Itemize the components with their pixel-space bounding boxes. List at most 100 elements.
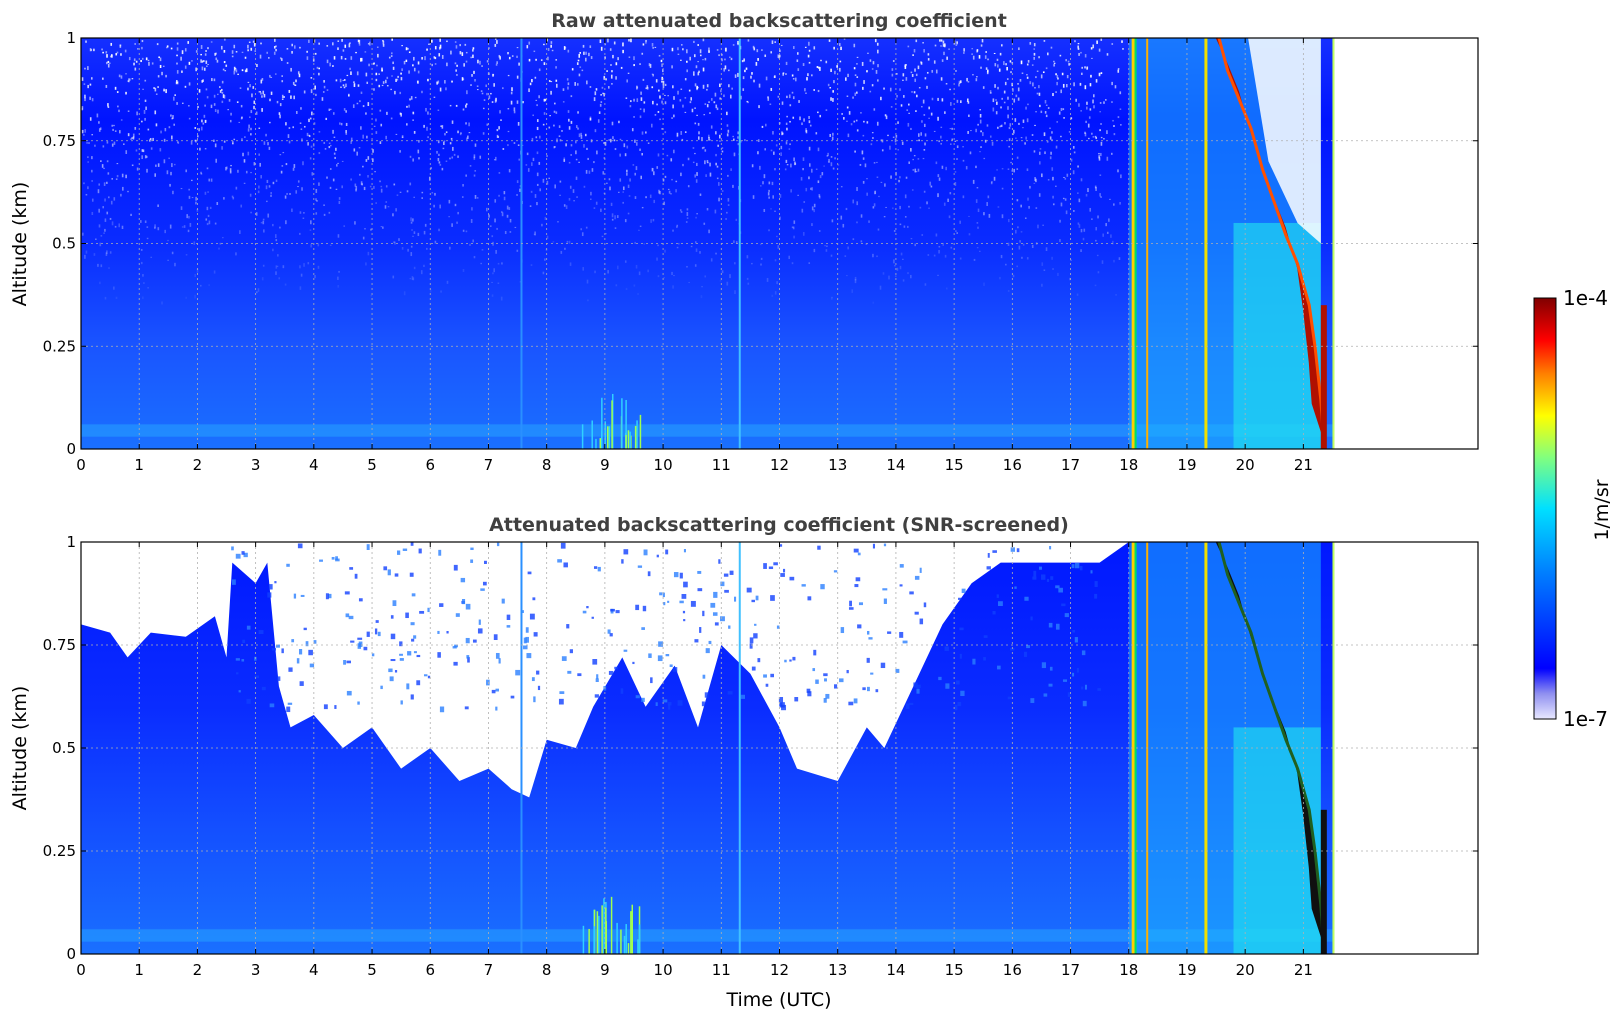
sparse-patch bbox=[679, 572, 683, 579]
sparse-patch bbox=[658, 641, 664, 647]
noise-speckle bbox=[270, 194, 272, 197]
noise-speckle bbox=[449, 157, 451, 160]
noise-speckle bbox=[955, 70, 957, 72]
noise-speckle bbox=[605, 78, 607, 81]
noise-speckle bbox=[1106, 156, 1109, 161]
noise-speckle bbox=[547, 56, 549, 61]
sparse-patch bbox=[608, 670, 614, 675]
noise-speckle bbox=[1000, 125, 1002, 128]
noise-speckle bbox=[220, 45, 223, 50]
noise-speckle bbox=[653, 199, 656, 204]
noise-speckle bbox=[737, 131, 739, 135]
noise-speckle bbox=[1095, 239, 1097, 242]
noise-speckle bbox=[1086, 66, 1089, 69]
noise-speckle bbox=[746, 255, 749, 259]
noise-speckle bbox=[1034, 177, 1036, 181]
noise-speckle bbox=[759, 185, 762, 187]
noise-speckle bbox=[235, 252, 237, 256]
noise-speckle bbox=[956, 99, 959, 103]
noise-speckle bbox=[257, 288, 260, 292]
sparse-patch bbox=[846, 669, 849, 674]
noise-speckle bbox=[381, 69, 383, 72]
sparse-patch bbox=[870, 672, 874, 675]
noise-speckle bbox=[652, 100, 654, 105]
sparse-patch bbox=[319, 559, 323, 562]
noise-speckle bbox=[866, 70, 868, 73]
noise-speckle bbox=[115, 178, 118, 180]
sparse-patch bbox=[880, 662, 886, 669]
raw-y-axis-label: Altitude (km) bbox=[9, 182, 31, 307]
noise-speckle bbox=[852, 96, 854, 99]
noise-speckle bbox=[1003, 61, 1005, 66]
noise-speckle bbox=[976, 187, 979, 189]
noise-speckle bbox=[779, 49, 781, 52]
noise-speckle bbox=[1099, 129, 1101, 132]
sparse-patch bbox=[959, 627, 964, 631]
noise-speckle bbox=[733, 240, 735, 244]
noise-speckle bbox=[1057, 272, 1059, 276]
noise-speckle bbox=[860, 214, 863, 218]
screened-y-axis-label: Altitude (km) bbox=[9, 686, 31, 811]
noise-speckle bbox=[877, 64, 879, 68]
noise-speckle bbox=[491, 101, 494, 103]
noise-speckle bbox=[1060, 135, 1062, 138]
noise-speckle bbox=[945, 83, 948, 85]
sparse-patch bbox=[740, 694, 746, 699]
sparse-patch bbox=[813, 649, 817, 656]
noise-speckle bbox=[441, 125, 444, 129]
sparse-patch bbox=[593, 566, 598, 569]
noise-speckle bbox=[919, 206, 922, 209]
colorbar-max-label: 1e-4 bbox=[1563, 286, 1608, 310]
noise-speckle bbox=[815, 168, 818, 170]
noise-speckle bbox=[566, 240, 569, 243]
sparse-patch bbox=[895, 668, 900, 673]
noise-speckle bbox=[424, 223, 427, 227]
noise-speckle bbox=[928, 106, 930, 110]
sparse-patch bbox=[460, 577, 466, 583]
sparse-patch bbox=[702, 610, 705, 617]
y-tick-label: 0.25 bbox=[43, 337, 76, 355]
sparse-patch bbox=[478, 619, 481, 625]
noise-speckle bbox=[640, 175, 643, 180]
noise-speckle bbox=[562, 88, 565, 91]
noise-speckle bbox=[942, 242, 945, 246]
sparse-patch bbox=[271, 648, 277, 651]
noise-speckle bbox=[1017, 87, 1020, 92]
noise-speckle bbox=[257, 190, 260, 194]
noise-speckle bbox=[854, 74, 857, 76]
sparse-patch bbox=[1026, 645, 1030, 649]
noise-speckle bbox=[249, 193, 252, 197]
sparse-patch bbox=[992, 611, 996, 615]
noise-speckle bbox=[268, 56, 270, 59]
noise-speckle bbox=[1093, 105, 1095, 109]
noise-speckle bbox=[413, 56, 415, 61]
noise-speckle bbox=[237, 169, 239, 173]
noise-speckle bbox=[311, 172, 314, 176]
noise-speckle bbox=[142, 296, 144, 300]
noise-speckle bbox=[145, 106, 147, 110]
noise-speckle bbox=[1098, 155, 1100, 159]
noise-speckle bbox=[609, 186, 611, 191]
noise-speckle bbox=[367, 175, 369, 178]
noise-speckle bbox=[753, 47, 756, 51]
noise-speckle bbox=[104, 228, 106, 232]
noise-speckle bbox=[883, 87, 885, 90]
noise-speckle bbox=[1025, 106, 1027, 110]
noise-speckle bbox=[962, 159, 965, 162]
sparse-patch bbox=[335, 556, 338, 561]
sparse-patch bbox=[755, 595, 759, 601]
noise-speckle bbox=[303, 125, 306, 128]
sparse-patch bbox=[1010, 547, 1015, 552]
sparse-patch bbox=[834, 684, 838, 689]
noise-speckle bbox=[507, 74, 510, 77]
noise-speckle bbox=[1099, 174, 1102, 176]
noise-speckle bbox=[559, 139, 562, 142]
noise-speckle bbox=[582, 267, 585, 271]
noise-speckle bbox=[1098, 73, 1101, 76]
noise-speckle bbox=[962, 195, 965, 199]
noise-speckle bbox=[633, 116, 635, 118]
noise-speckle bbox=[785, 122, 788, 125]
noise-speckle bbox=[607, 38, 609, 43]
noise-speckle bbox=[1010, 161, 1012, 164]
noise-speckle bbox=[1090, 74, 1092, 78]
